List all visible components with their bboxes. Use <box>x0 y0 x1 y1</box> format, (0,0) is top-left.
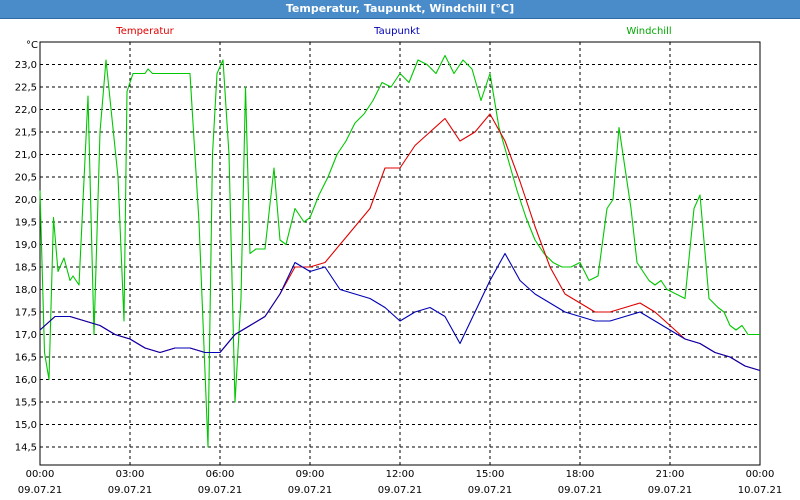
legend-taupunkt: Taupunkt <box>373 26 420 37</box>
x-tick-time: 06:00 <box>206 469 235 480</box>
x-tick-time: 21:00 <box>656 469 685 480</box>
x-tick-time: 09:00 <box>296 469 325 480</box>
x-tick-time: 18:00 <box>566 469 595 480</box>
x-tick-time: 00:00 <box>746 469 775 480</box>
y-tick-label: 16,0 <box>15 375 37 386</box>
x-tick-date: 09.07.21 <box>288 485 333 496</box>
y-tick-label: 18,0 <box>15 285 37 296</box>
x-tick-time: 03:00 <box>116 469 145 480</box>
y-tick-label: 21,0 <box>15 150 37 161</box>
x-tick-date: 09.07.21 <box>378 485 423 496</box>
y-axis-ticks: 14,5 15,0 15,5 16,0 16,5 17,0 17,5 18,0 18,5 19,0… <box>15 60 37 454</box>
legend-temperatur: Temperatur <box>115 26 174 37</box>
y-tick-label: 15,0 <box>15 420 37 431</box>
y-tick-label: 16,5 <box>15 353 37 364</box>
x-tick-date: 09.07.21 <box>558 485 603 496</box>
grid <box>40 42 760 465</box>
x-tick-date: 09.07.21 <box>108 485 153 496</box>
y-axis-label: °C <box>26 40 38 51</box>
y-tick-label: 19,5 <box>15 218 37 229</box>
series-line-taupunkt <box>39 252 761 372</box>
x-tick-time: 15:00 <box>476 469 505 480</box>
x-tick-date: 09.07.21 <box>468 485 513 496</box>
y-tick-label: 17,5 <box>15 308 37 319</box>
y-tick-label: 23,0 <box>15 60 37 71</box>
x-tick-date: 09.07.21 <box>648 485 693 496</box>
y-tick-label: 19,0 <box>15 240 37 251</box>
x-tick-date: 09.07.21 <box>18 485 63 496</box>
x-tick-time: 12:00 <box>386 469 415 480</box>
legend-windchill: Windchill <box>626 26 671 37</box>
y-tick-label: 14,5 <box>15 443 37 454</box>
series-layer <box>39 54 761 448</box>
y-tick-label: 21,5 <box>15 128 37 139</box>
y-tick-label: 22,5 <box>15 83 37 94</box>
y-tick-label: 17,0 <box>15 330 37 341</box>
x-tick-time: 00:00 <box>26 469 55 480</box>
x-tick-date: 09.07.21 <box>198 485 243 496</box>
series-line-windchill <box>39 54 760 448</box>
x-axis-ticks: 00:00 09.07.21 03:00 09.07.21 06:00 09.07.21 0… <box>18 469 783 496</box>
x-tick-date: 10.07.21 <box>738 485 783 496</box>
y-tick-label: 18,5 <box>15 263 37 274</box>
y-tick-label: 20,5 <box>15 173 37 184</box>
y-tick-label: 15,5 <box>15 398 37 409</box>
chart-title: Temperatur, Taupunkt, Windchill [°C] <box>0 0 800 19</box>
plot-area-border <box>39 41 761 466</box>
y-tick-label: 20,0 <box>15 195 37 206</box>
y-tick-label: 22,0 <box>15 105 37 116</box>
